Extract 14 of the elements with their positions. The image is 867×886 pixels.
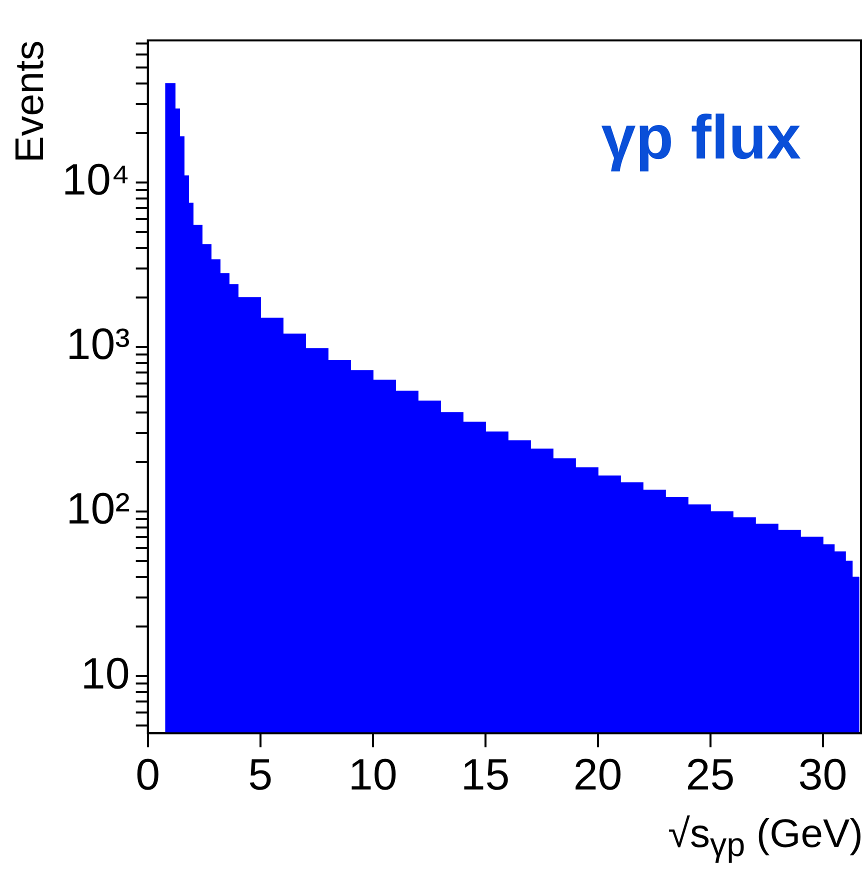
y-tick-label: 10	[80, 649, 130, 698]
x-tick-label: 25	[686, 750, 735, 800]
x-tick-label: 5	[248, 750, 273, 800]
x-tick-label: 0	[136, 750, 160, 800]
y-axis-title: Events	[8, 40, 52, 163]
y-tick-label: 10²	[66, 484, 130, 534]
x-tick-label: 10	[348, 750, 398, 800]
text: γp flux	[601, 103, 802, 172]
x-tick-label: 20	[573, 750, 622, 800]
y-tick-label: 10³	[66, 320, 130, 370]
x-axis-title: √s$_{γp}$ (GeV)	[667, 812, 864, 865]
x-tick-label: 15	[460, 750, 510, 800]
y-tick-label: 10⁴	[62, 156, 130, 205]
x-tick-label: 30	[798, 750, 848, 800]
